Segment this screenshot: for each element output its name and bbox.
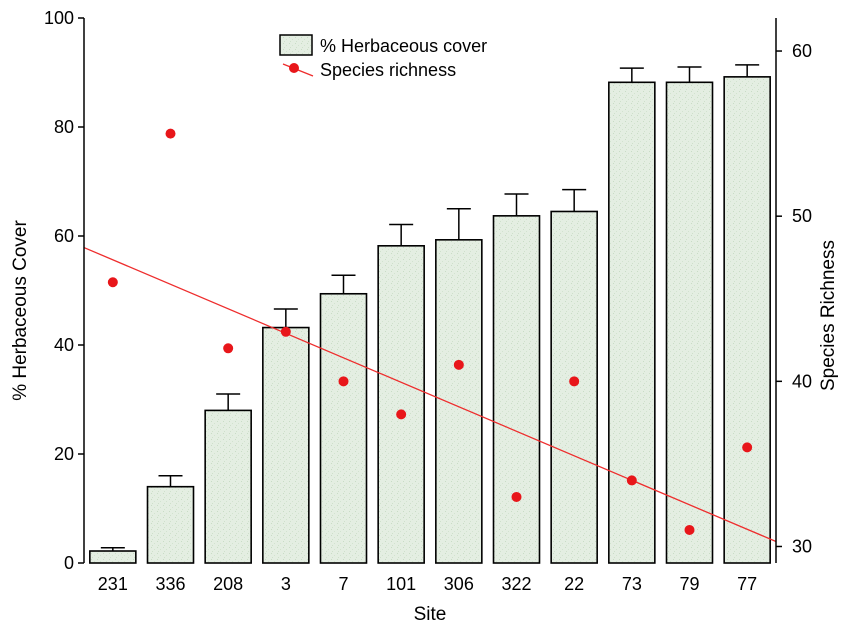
bars-layer xyxy=(89,76,771,564)
legend-label-bar: % Herbaceous cover xyxy=(320,36,487,56)
legend: % Herbaceous cover Species richness xyxy=(279,34,487,80)
bar xyxy=(665,81,714,564)
x-tick-label: 79 xyxy=(679,574,699,594)
bar xyxy=(146,485,195,564)
left-tick-label: 20 xyxy=(54,444,74,464)
left-tick-label: 100 xyxy=(44,8,74,28)
x-tick-label: 208 xyxy=(213,574,243,594)
data-point xyxy=(684,524,695,535)
left-axis-title: % Herbaceous Cover xyxy=(10,220,31,401)
data-point xyxy=(396,409,407,420)
x-tick-label: 336 xyxy=(155,574,185,594)
legend-swatch-point xyxy=(289,63,299,73)
left-tick-label: 60 xyxy=(54,226,74,246)
right-tick-label: 30 xyxy=(792,536,812,556)
data-point xyxy=(107,277,118,288)
bar xyxy=(377,245,425,564)
trendline xyxy=(83,246,777,543)
x-tick-label: 306 xyxy=(444,574,474,594)
left-tick-label: 40 xyxy=(54,335,74,355)
bar xyxy=(550,210,598,564)
x-tick-label: 322 xyxy=(501,574,531,594)
right-tick-label: 50 xyxy=(792,206,812,226)
data-point xyxy=(338,376,349,387)
bar xyxy=(204,409,252,564)
x-tick-label: 22 xyxy=(564,574,584,594)
legend-swatch-bar xyxy=(279,34,313,56)
right-axis-title: Species Richness xyxy=(818,240,839,391)
data-point xyxy=(626,475,637,486)
legend-label-points: Species richness xyxy=(320,60,456,80)
data-point xyxy=(742,442,753,453)
data-point xyxy=(280,326,291,337)
left-tick-label: 0 xyxy=(64,553,74,573)
trendline-layer xyxy=(83,246,777,543)
axes-layer: 0 20 40 60 80 100 30 40 50 60 231 336 208 3 7 101 306 322… xyxy=(10,8,839,625)
data-point xyxy=(453,359,464,370)
bar xyxy=(319,292,368,564)
points-layer xyxy=(107,128,753,535)
x-tick-label: 3 xyxy=(281,574,291,594)
x-tick-label: 7 xyxy=(338,574,348,594)
bar xyxy=(492,215,541,564)
x-tick-label: 101 xyxy=(386,574,416,594)
left-tick-label: 80 xyxy=(54,117,74,137)
bar xyxy=(723,76,771,564)
bar xyxy=(262,326,310,564)
x-tick-label: 77 xyxy=(737,574,757,594)
data-point xyxy=(223,343,234,354)
x-tick-label: 231 xyxy=(98,574,128,594)
x-tick-label: 73 xyxy=(622,574,642,594)
data-point xyxy=(569,376,580,387)
data-point xyxy=(165,128,176,139)
bar xyxy=(435,239,483,564)
right-tick-label: 60 xyxy=(792,41,812,61)
bar xyxy=(608,81,656,564)
x-axis-title: Site xyxy=(414,604,447,625)
right-tick-label: 40 xyxy=(792,371,812,391)
bar xyxy=(89,550,137,564)
data-point xyxy=(511,491,522,502)
error-bars-layer xyxy=(100,64,760,552)
